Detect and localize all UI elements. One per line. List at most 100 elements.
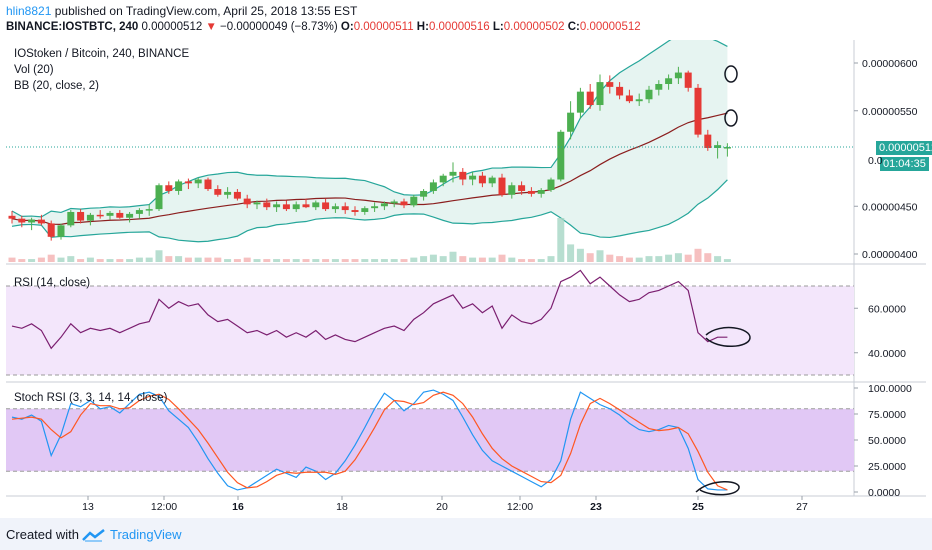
candle-body: [175, 181, 183, 191]
volume-bar: [694, 248, 702, 262]
volume-bar: [616, 256, 624, 262]
volume-bar: [586, 253, 594, 262]
down-arrow-icon: ▼: [205, 21, 217, 33]
time-tick-label: 12:00: [151, 501, 177, 513]
volume-indicator-label[interactable]: Vol (20): [14, 64, 54, 76]
tradingview-logo-icon: [82, 529, 105, 542]
volume-bar: [400, 259, 408, 262]
volume-bar: [106, 259, 114, 262]
candle-body: [665, 78, 673, 85]
volume-bar: [243, 257, 251, 262]
candle-body: [635, 99, 643, 102]
main-pane-title: IOStoken / Bitcoin, 240, BINANCE: [14, 48, 190, 60]
volume-bar: [184, 257, 192, 262]
volume-bar: [625, 257, 633, 262]
volume-bar: [86, 257, 94, 262]
time-tick-label: 16: [232, 501, 244, 513]
stoch-k-line: [11, 389, 728, 491]
chart-header: hlin8821 published on TradingView.com, A…: [0, 0, 932, 40]
volume-bar: [508, 257, 516, 262]
volume-bar: [292, 259, 300, 262]
bollinger-basis-line: [11, 112, 728, 225]
candle-body: [616, 86, 624, 96]
countdown-tag: 01:04:35: [880, 157, 929, 171]
candle-body: [292, 204, 300, 210]
volume-bar: [67, 256, 75, 262]
volume-bar: [596, 250, 604, 262]
time-tick-label: 20: [436, 501, 448, 513]
stoch-d-line: [11, 391, 728, 491]
low-label: L:: [492, 21, 504, 33]
stoch-tick-label: 100.0000: [868, 383, 912, 395]
candle-body: [204, 179, 212, 190]
volume-bar: [204, 257, 212, 262]
candle-body: [322, 202, 330, 210]
candle-body: [57, 225, 65, 237]
volume-bar: [331, 259, 339, 262]
volume-bar: [498, 254, 506, 262]
price-tick-label: 0.00000600: [862, 58, 918, 70]
tradingview-brand-link[interactable]: TradingView: [110, 527, 182, 542]
created-with-text: Created with: [6, 527, 79, 542]
high-value: 0.00000516: [428, 21, 490, 33]
candle-body: [37, 219, 45, 224]
publish-line: hlin8821 published on TradingView.com, A…: [6, 4, 357, 18]
close-value: 0.00000512: [579, 21, 641, 33]
volume-bar: [606, 254, 614, 262]
volume-bar: [47, 254, 55, 262]
volume-bar: [567, 244, 575, 262]
volume-bar: [429, 254, 437, 262]
volume-bar: [714, 256, 722, 262]
time-tick-label: 25: [692, 501, 704, 513]
rsi-band-fill: [6, 286, 854, 375]
last-price-tag: 0.00000512: [876, 141, 932, 155]
volume-bar: [282, 259, 290, 262]
candle-body: [645, 89, 653, 100]
candle-body: [28, 219, 36, 223]
volume-bar: [214, 257, 222, 262]
candle-body: [449, 171, 457, 176]
rsi-indicator-label[interactable]: RSI (14, close): [14, 277, 91, 289]
candle-body: [518, 185, 526, 191]
volume-bar: [302, 259, 310, 262]
stoch-tick-label: 75.0000: [868, 409, 906, 421]
bollinger-indicator-label[interactable]: BB (20, close, 2): [14, 80, 100, 92]
candle-body: [165, 185, 173, 191]
stoch-rsi-indicator-label[interactable]: Stoch RSI (3, 3, 14, 14, close): [14, 392, 168, 404]
volume-bar: [380, 259, 388, 262]
symbol-label: BINANCE:IOSTBTC, 240: [6, 21, 139, 33]
partial-price-tick: 0.0: [868, 155, 883, 167]
volume-bar: [459, 256, 467, 262]
volume-bar: [704, 253, 712, 262]
candle-body: [439, 175, 447, 183]
volume-bar: [194, 257, 202, 262]
time-tick-label: 13: [82, 501, 94, 513]
price-tick-label: 0.00000400: [862, 249, 918, 261]
volume-bar: [469, 257, 477, 262]
volume-bar: [145, 257, 153, 262]
candle-body: [155, 185, 163, 210]
volume-bar: [18, 259, 26, 262]
volume-bar: [341, 259, 349, 262]
published-text: published on TradingView.com, April 25, …: [54, 4, 358, 18]
candle-body: [116, 212, 124, 218]
candle-body: [420, 190, 428, 197]
author-link[interactable]: hlin8821: [6, 4, 52, 18]
hand-drawn-circle-annotation: [695, 481, 740, 496]
stoch-tick-label: 25.0000: [868, 461, 906, 473]
chart-svg[interactable]: 0.00000600 0.00000550 0.00000450 0.00000400…: [6, 31, 926, 518]
candle-body: [410, 196, 418, 206]
open-label: O:: [340, 21, 354, 33]
volume-bar: [371, 259, 379, 262]
candle-body: [233, 191, 241, 199]
volume-bar: [684, 254, 692, 262]
volume-bar: [390, 259, 398, 262]
chart-area[interactable]: 0.00000600 0.00000550 0.00000450 0.00000400…: [6, 31, 932, 518]
candle-body: [135, 210, 143, 214]
volume-bar: [77, 259, 85, 262]
candle-body: [224, 191, 232, 195]
candle-body: [625, 95, 633, 102]
rsi-tick-label: 60.0000: [868, 303, 906, 315]
volume-bar: [420, 256, 428, 262]
candle-body: [459, 171, 467, 180]
